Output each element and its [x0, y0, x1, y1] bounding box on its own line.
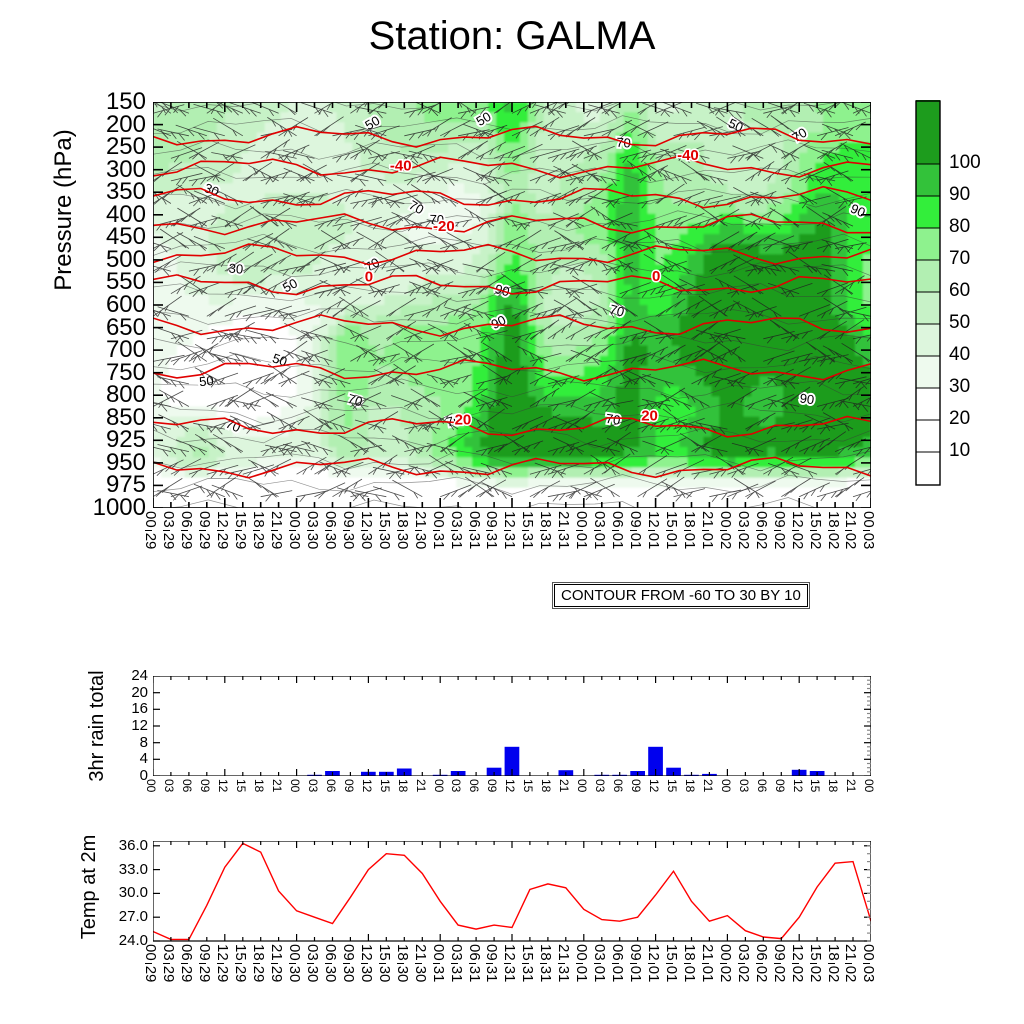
svg-text:30: 30 — [228, 261, 244, 277]
